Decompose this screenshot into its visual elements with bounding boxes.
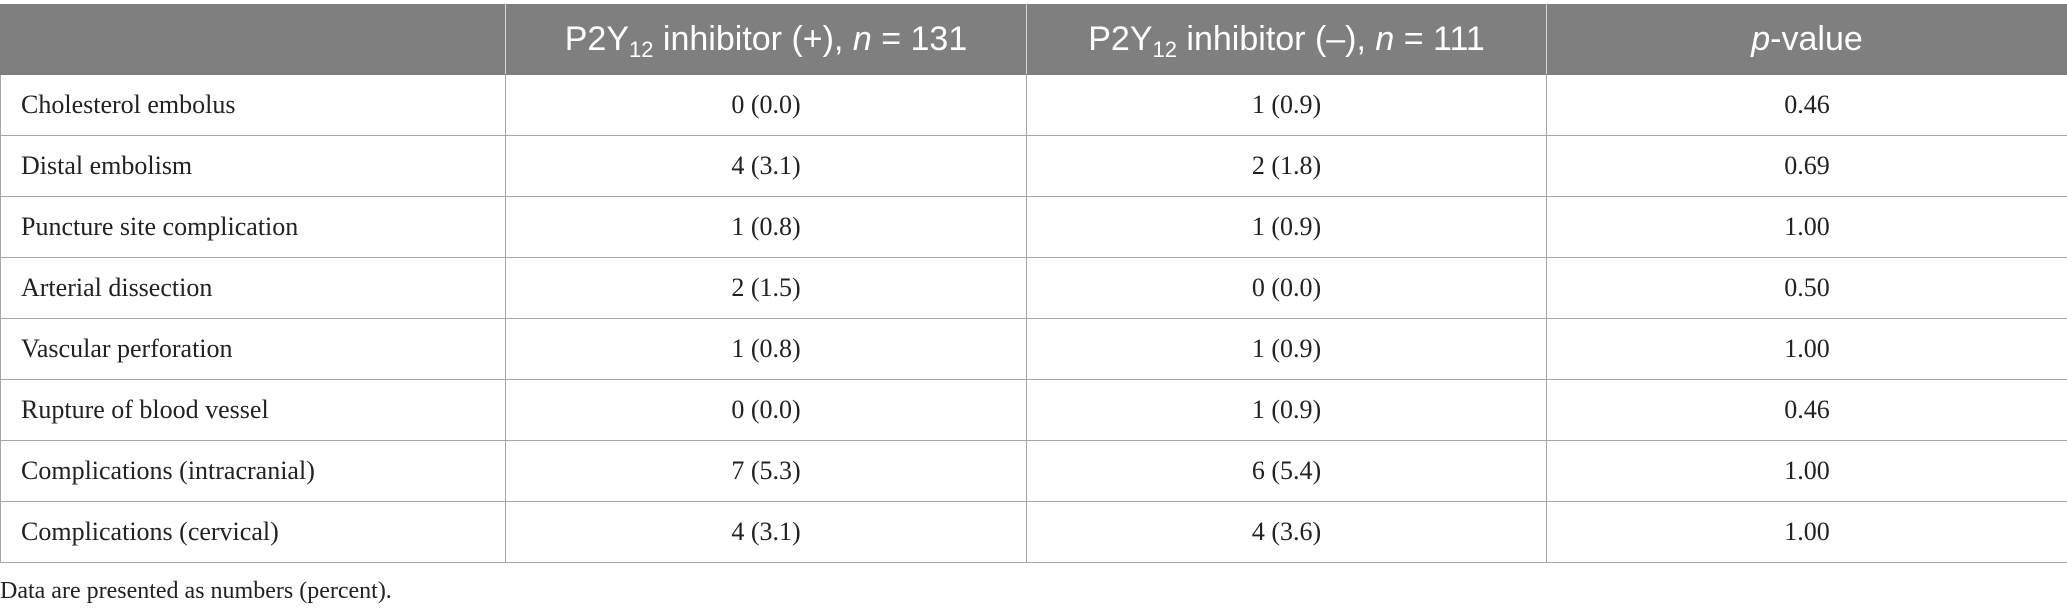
- row-label: Puncture site complication: [0, 196, 506, 258]
- p2y12-positive-value: 4 (3.1): [505, 135, 1027, 197]
- p2y12-positive-value: 4 (3.1): [505, 501, 1027, 563]
- complications-table: P2Y12 inhibitor (+), n = 131 P2Y12 inhib…: [0, 4, 2067, 563]
- header-p2y12-negative-prefix: P2Y: [1088, 20, 1153, 58]
- p2y12-negative-value: 1 (0.9): [1026, 74, 1547, 136]
- header-p2y12-negative: P2Y12 inhibitor (–), n = 111: [1026, 4, 1547, 75]
- header-p2y12-positive-count: = 131: [871, 20, 968, 58]
- p-value: 0.50: [1546, 257, 2067, 319]
- header-p2y12-negative-n: n: [1375, 20, 1395, 58]
- p2y12-negative-value: 1 (0.9): [1026, 196, 1547, 258]
- p-value: 0.46: [1546, 74, 2067, 136]
- table-row: Puncture site complication 1 (0.8) 1 (0.…: [0, 196, 2067, 258]
- p2y12-negative-value: 4 (3.6): [1026, 501, 1547, 563]
- p-value: 1.00: [1546, 501, 2067, 563]
- p2y12-negative-value: 2 (1.8): [1026, 135, 1547, 197]
- header-p2y12-positive: P2Y12 inhibitor (+), n = 131: [505, 4, 1027, 75]
- table-row: Cholesterol embolus 0 (0.0) 1 (0.9) 0.46: [0, 74, 2067, 136]
- row-label: Vascular perforation: [0, 318, 506, 380]
- table-row: Rupture of blood vessel 0 (0.0) 1 (0.9) …: [0, 379, 2067, 441]
- p2y12-positive-value: 2 (1.5): [505, 257, 1027, 319]
- row-label: Complications (cervical): [0, 501, 506, 563]
- table-row: Distal embolism 4 (3.1) 2 (1.8) 0.69: [0, 135, 2067, 197]
- p2y12-positive-value: 1 (0.8): [505, 196, 1027, 258]
- header-p2y12-positive-mid: inhibitor (+),: [653, 20, 853, 58]
- p2y12-positive-value: 7 (5.3): [505, 440, 1027, 502]
- table-row: Vascular perforation 1 (0.8) 1 (0.9) 1.0…: [0, 318, 2067, 380]
- p-value: 0.46: [1546, 379, 2067, 441]
- header-p2y12-negative-subscript: 12: [1152, 37, 1177, 62]
- p2y12-negative-value: 0 (0.0): [1026, 257, 1547, 319]
- table-header: P2Y12 inhibitor (+), n = 131 P2Y12 inhib…: [0, 4, 2067, 75]
- table-body: Cholesterol embolus 0 (0.0) 1 (0.9) 0.46…: [0, 74, 2067, 563]
- table-footnote: Data are presented as numbers (percent).: [0, 578, 392, 604]
- p2y12-negative-value: 1 (0.9): [1026, 379, 1547, 441]
- p-value: 1.00: [1546, 440, 2067, 502]
- p2y12-positive-value: 0 (0.0): [505, 379, 1027, 441]
- p-value: 1.00: [1546, 196, 2067, 258]
- row-label: Rupture of blood vessel: [0, 379, 506, 441]
- p2y12-positive-value: 1 (0.8): [505, 318, 1027, 380]
- header-p2y12-negative-mid: inhibitor (–),: [1176, 20, 1376, 58]
- header-p2y12-positive-n: n: [852, 20, 872, 58]
- results-table-container: P2Y12 inhibitor (+), n = 131 P2Y12 inhib…: [0, 4, 2067, 563]
- header-p2y12-negative-count: = 111: [1394, 20, 1485, 58]
- table-row: Complications (cervical) 4 (3.1) 4 (3.6)…: [0, 501, 2067, 563]
- row-label: Arterial dissection: [0, 257, 506, 319]
- header-p2y12-positive-prefix: P2Y: [564, 20, 629, 58]
- p2y12-negative-value: 1 (0.9): [1026, 318, 1547, 380]
- p2y12-negative-value: 6 (5.4): [1026, 440, 1547, 502]
- table-row: Complications (intracranial) 7 (5.3) 6 (…: [0, 440, 2067, 502]
- p-value: 0.69: [1546, 135, 2067, 197]
- header-empty-cell: [0, 4, 506, 75]
- p2y12-positive-value: 0 (0.0): [505, 74, 1027, 136]
- header-p2y12-positive-subscript: 12: [629, 37, 654, 62]
- header-row: P2Y12 inhibitor (+), n = 131 P2Y12 inhib…: [0, 4, 2067, 75]
- header-p-value: p-value: [1546, 4, 2067, 75]
- header-p-value-suffix: -value: [1770, 20, 1863, 58]
- p-value: 1.00: [1546, 318, 2067, 380]
- row-label: Cholesterol embolus: [0, 74, 506, 136]
- header-p-letter: p: [1751, 20, 1771, 58]
- row-label: Complications (intracranial): [0, 440, 506, 502]
- table-row: Arterial dissection 2 (1.5) 0 (0.0) 0.50: [0, 257, 2067, 319]
- row-label: Distal embolism: [0, 135, 506, 197]
